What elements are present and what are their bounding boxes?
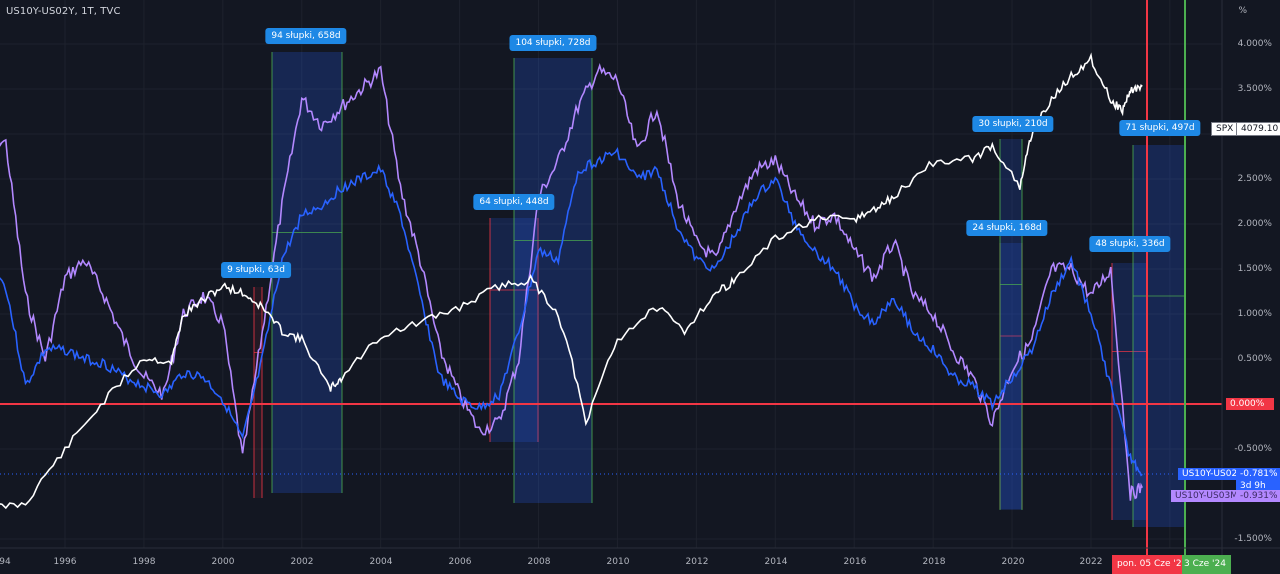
time-scale-label: 2022 [1079, 557, 1103, 567]
price-scale-label: -0.500% [1234, 444, 1272, 454]
measure-label[interactable]: 30 słupki, 210d [972, 116, 1054, 132]
price-scale-label: 2.000% [1237, 219, 1272, 229]
date-tag-green: 3 Cze '24 [1182, 555, 1231, 574]
time-scale-label: 2020 [1001, 557, 1025, 567]
price-scale-label: 3.500% [1237, 84, 1272, 94]
measure-label[interactable]: 94 słupki, 658d [265, 28, 347, 44]
price-scale-label: 1.000% [1237, 309, 1272, 319]
series-lines [0, 52, 1144, 510]
spx-line [0, 52, 1143, 510]
price-scale-label: 2.500% [1237, 174, 1272, 184]
time-scale-label: 2014 [764, 557, 788, 567]
spx-value-tag: 4079.10 [1236, 122, 1280, 136]
measure-label[interactable]: 64 słupki, 448d [473, 194, 555, 210]
time-scale-label: 2004 [369, 557, 393, 567]
time-scale-label: 2012 [685, 557, 709, 567]
measure-label[interactable]: 24 słupki, 168d [966, 220, 1048, 236]
price-scale-label: -1.500% [1234, 534, 1272, 544]
time-scale-label: 2016 [843, 557, 867, 567]
measure-label[interactable]: 48 słupki, 336d [1089, 236, 1171, 252]
us10y-us02y-line [0, 146, 1143, 477]
price-scale-label: 0.500% [1237, 354, 1272, 364]
measure-label[interactable]: 104 słupki, 728d [509, 35, 597, 51]
us10y-us02y-countdown: 3d 9h [1236, 480, 1280, 492]
measure-label[interactable]: 71 słupki, 497d [1119, 120, 1201, 136]
price-scale-unit: % [1238, 6, 1247, 16]
time-scale-label: 2010 [606, 557, 630, 567]
chart-title[interactable]: US10Y-US02Y, 1T, TVC [6, 6, 121, 17]
price-scale-label: 4.000% [1237, 39, 1272, 49]
time-scale-label: 2002 [290, 557, 314, 567]
time-scale-label: 2006 [448, 557, 472, 567]
us10y-us02y-value-tag: -0.781% [1236, 468, 1280, 480]
measure-label[interactable]: 9 słupki, 63d [221, 262, 291, 278]
time-scale-label: 1998 [132, 557, 156, 567]
time-scale-label: 2008 [527, 557, 551, 567]
zero-value-tag: 0.000% [1226, 398, 1274, 410]
time-scale-label: 2018 [922, 557, 946, 567]
us10y-us03my-value-tag: -0.931% [1236, 490, 1280, 502]
date-tag-red: pon. 05 Cze '23 [1112, 555, 1193, 574]
time-scale-label: 94 [0, 557, 11, 567]
us10y-us02y-name-tag: US10Y-US02Y [1178, 468, 1247, 480]
price-scale-label: 1.500% [1237, 264, 1272, 274]
us10y-us03my-name-tag: US10Y-US03MY [1171, 490, 1248, 502]
time-scale-label: 1996 [53, 557, 77, 567]
time-scale-label: 2000 [211, 557, 235, 567]
spx-name-tag: SPX [1211, 122, 1239, 136]
